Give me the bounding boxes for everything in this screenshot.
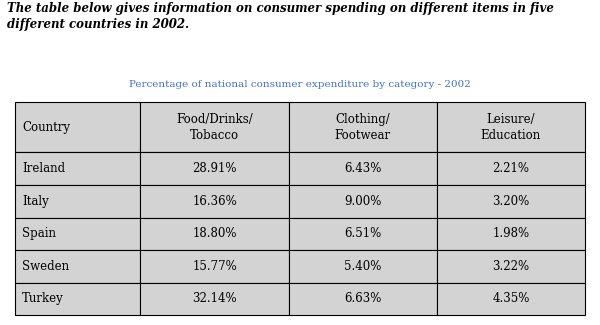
Bar [15,152,140,185]
Text: Food/Drinks/
Tobacco: Food/Drinks/ Tobacco [176,113,253,142]
Bar [437,283,585,315]
Text: 3.20%: 3.20% [492,195,530,208]
Bar [289,152,437,185]
Text: Country: Country [22,121,70,134]
Bar [15,102,140,152]
Text: 6.51%: 6.51% [344,227,382,240]
Bar [15,250,140,283]
Text: Ireland: Ireland [22,162,65,175]
Bar [289,102,437,152]
Text: 32.14%: 32.14% [192,292,237,306]
Text: 1.98%: 1.98% [493,227,529,240]
Text: 28.91%: 28.91% [192,162,237,175]
Text: 6.43%: 6.43% [344,162,382,175]
Text: Italy: Italy [22,195,49,208]
Bar [437,185,585,217]
Bar [289,250,437,283]
Text: Leisure/
Education: Leisure/ Education [481,113,541,142]
Text: 3.22%: 3.22% [493,260,529,273]
Text: 6.63%: 6.63% [344,292,382,306]
Bar [289,185,437,217]
Bar [15,217,140,250]
Bar [140,283,289,315]
Text: The table below gives information on consumer spending on different items in fiv: The table below gives information on con… [7,2,554,31]
Text: 4.35%: 4.35% [492,292,530,306]
Text: Sweden: Sweden [22,260,70,273]
Bar [15,283,140,315]
Text: 9.00%: 9.00% [344,195,382,208]
Bar [140,185,289,217]
Bar [140,102,289,152]
Bar [15,185,140,217]
Bar [437,250,585,283]
Text: 18.80%: 18.80% [192,227,237,240]
Bar [437,102,585,152]
Text: Turkey: Turkey [22,292,64,306]
Bar [289,217,437,250]
Text: 5.40%: 5.40% [344,260,382,273]
Bar [140,152,289,185]
Bar [289,283,437,315]
Text: Percentage of national consumer expenditure by category - 2002: Percentage of national consumer expendit… [129,80,471,89]
Text: Clothing/
Footwear: Clothing/ Footwear [335,113,391,142]
Bar [140,217,289,250]
Text: Spain: Spain [22,227,56,240]
Text: 2.21%: 2.21% [493,162,529,175]
Bar [437,217,585,250]
Bar [437,152,585,185]
Text: 16.36%: 16.36% [192,195,237,208]
Text: 15.77%: 15.77% [192,260,237,273]
Bar [140,250,289,283]
